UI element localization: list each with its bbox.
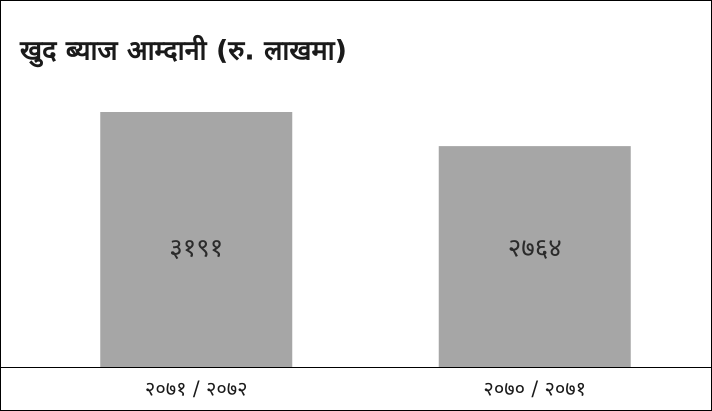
bar <box>100 112 293 367</box>
x-tick-label: २०७१ / २०७२ <box>145 377 248 401</box>
chart-title: खुद ब्याज आम्दानी (रु. लाखमा) <box>19 35 347 68</box>
bar <box>438 146 631 367</box>
x-tick-label: २०७० / २०७१ <box>483 377 586 401</box>
value-label: २७६४ <box>508 234 562 264</box>
value-label: ३१९१ <box>169 234 223 264</box>
